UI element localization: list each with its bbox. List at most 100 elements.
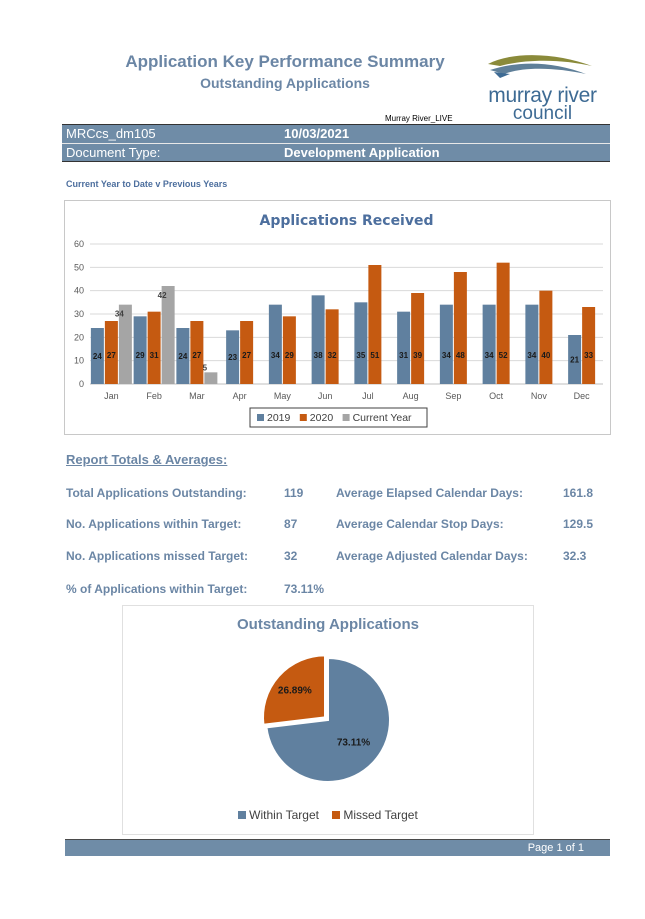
pie-legend-missed: Missed Target bbox=[332, 808, 418, 822]
bar-value-label: 31 bbox=[150, 351, 159, 360]
legend-swatch-missed bbox=[332, 811, 341, 819]
bar-value-label: 5 bbox=[203, 363, 208, 372]
pie-slice-within-target bbox=[265, 656, 391, 783]
legend-swatch bbox=[299, 414, 307, 421]
bar-2019 bbox=[397, 311, 411, 384]
pie-legend: Within Target Missed Target bbox=[123, 808, 533, 822]
bar-value-label: 35 bbox=[356, 351, 365, 360]
bar-2019 bbox=[176, 328, 190, 384]
legend-swatch bbox=[257, 414, 264, 421]
info-row-doctype: Document Type: Development Application bbox=[62, 143, 610, 161]
bar-value-label: 27 bbox=[192, 351, 201, 360]
stat-value-percent-within: 73.11% bbox=[284, 582, 325, 596]
logo-bird-icon bbox=[494, 72, 510, 78]
footer-bar: Page 1 of 1 bbox=[65, 839, 610, 856]
bar-value-label: 33 bbox=[584, 351, 593, 360]
environment-label: Murray River_LIVE bbox=[385, 114, 453, 123]
bar-value-label: 51 bbox=[370, 351, 379, 360]
bar-value-label: 34 bbox=[485, 351, 494, 360]
x-tick-label: May bbox=[274, 391, 292, 401]
bar-2019 bbox=[268, 304, 282, 384]
bar-2019 bbox=[226, 330, 240, 384]
bar-2020 bbox=[453, 272, 467, 384]
bar-value-label: 29 bbox=[136, 351, 145, 360]
bar-2020 bbox=[582, 307, 596, 384]
bar-2020 bbox=[282, 316, 296, 384]
bar-2019 bbox=[482, 304, 496, 384]
logo-river-swoosh-slate bbox=[490, 63, 586, 74]
y-tick-label: 50 bbox=[74, 262, 84, 272]
report-code: MRCcs_dm105 bbox=[66, 126, 156, 141]
bar-value-label: 27 bbox=[242, 351, 251, 360]
bar-chart-title: Applications Received bbox=[259, 213, 433, 229]
pie-slice-label: 73.11% bbox=[337, 738, 370, 749]
bar-value-label: 24 bbox=[93, 352, 102, 361]
stat-value-avg-adjusted: 32.3 bbox=[563, 549, 587, 563]
stat-label-total-outstanding: Total Applications Outstanding: bbox=[66, 486, 247, 500]
info-bar: MRCcs_dm105 10/03/2021 Document Type: De… bbox=[62, 124, 610, 162]
bar-value-label: 34 bbox=[527, 351, 536, 360]
bar-value-label: 27 bbox=[107, 351, 116, 360]
pie-legend-missed-label: Missed Target bbox=[343, 808, 418, 822]
pie-chart-svg: 73.11% 26.89% bbox=[262, 654, 391, 783]
bar-2019 bbox=[439, 304, 453, 384]
x-tick-label: Mar bbox=[189, 391, 205, 401]
pie-slice-label: 26.89% bbox=[278, 686, 312, 697]
pie-chart-title: Outstanding Applications bbox=[237, 616, 419, 633]
bar-2020 bbox=[104, 321, 118, 384]
x-tick-label: Jan bbox=[104, 391, 119, 401]
stat-label-percent-within: % of Applications within Target: bbox=[66, 582, 248, 596]
bar-chart-svg: Applications Received 0 10 20 30 40 50 60 Jan 24 2… bbox=[74, 213, 603, 428]
bar-value-label: 40 bbox=[541, 351, 550, 360]
bar-value-label: 32 bbox=[328, 351, 337, 360]
y-tick-label: 10 bbox=[74, 356, 84, 366]
page-subtitle: Outstanding Applications bbox=[200, 75, 370, 91]
y-tick-label: 60 bbox=[74, 239, 84, 249]
bar-value-label: 42 bbox=[158, 291, 167, 300]
stat-label-avg-stop: Average Calendar Stop Days: bbox=[336, 517, 504, 531]
x-tick-label: Nov bbox=[531, 391, 548, 401]
stat-label-missed-target: No. Applications missed Target: bbox=[66, 549, 249, 563]
totals-heading: Report Totals & Averages: bbox=[66, 452, 228, 467]
legend-label: Current Year bbox=[353, 412, 412, 424]
bar-2019 bbox=[354, 302, 368, 384]
pie-legend-within: Within Target bbox=[238, 808, 319, 822]
bar-2019 bbox=[133, 316, 147, 384]
bar-value-label: 23 bbox=[228, 353, 237, 362]
bar-2019 bbox=[525, 304, 539, 384]
bar-value-label: 34 bbox=[271, 351, 280, 360]
logo-text-council: council bbox=[512, 103, 573, 124]
bar-2020 bbox=[539, 290, 553, 384]
x-tick-label: Sep bbox=[445, 391, 461, 401]
applications-received-chart: Applications Received 0 10 20 30 40 50 60 Jan 24 2… bbox=[64, 200, 611, 435]
bar-2020 bbox=[325, 309, 339, 384]
bar-2020 bbox=[496, 262, 510, 384]
bar-value-label: 31 bbox=[399, 351, 408, 360]
bar-value-label: 52 bbox=[499, 351, 508, 360]
bar-current-year bbox=[118, 304, 132, 384]
x-tick-label: Jun bbox=[318, 391, 333, 401]
x-tick-label: Aug bbox=[403, 391, 419, 401]
y-tick-label: 20 bbox=[74, 332, 84, 342]
x-tick-label: Apr bbox=[233, 391, 247, 401]
page-number: Page 1 of 1 bbox=[527, 842, 584, 854]
y-tick-label: 40 bbox=[74, 286, 84, 296]
bar-current-year bbox=[161, 286, 175, 384]
outstanding-applications-chart: Outstanding Applications 73.11% 26.89% Wi… bbox=[122, 605, 534, 835]
logo-river-swoosh-olive bbox=[488, 55, 592, 66]
bar-2020 bbox=[190, 321, 204, 384]
stat-value-avg-elapsed: 161.8 bbox=[563, 486, 594, 500]
bar-value-label: 38 bbox=[314, 351, 323, 360]
page-title: Application Key Performance Summary bbox=[125, 52, 445, 71]
legend-swatch-within bbox=[238, 811, 247, 819]
bar-value-label: 39 bbox=[413, 351, 422, 360]
stat-label-within-target: No. Applications within Target: bbox=[66, 517, 242, 531]
doc-type-value: Development Application bbox=[284, 145, 440, 160]
doc-type-label: Document Type: bbox=[66, 145, 161, 160]
bar-value-label: 24 bbox=[178, 352, 187, 361]
info-row-report: MRCcs_dm105 10/03/2021 bbox=[62, 125, 610, 142]
bar-legend: 2019 2020 Current Year bbox=[249, 407, 428, 428]
bar-value-label: 21 bbox=[570, 356, 579, 365]
bar-2020 bbox=[147, 311, 161, 384]
bar-value-label: 48 bbox=[456, 351, 465, 360]
